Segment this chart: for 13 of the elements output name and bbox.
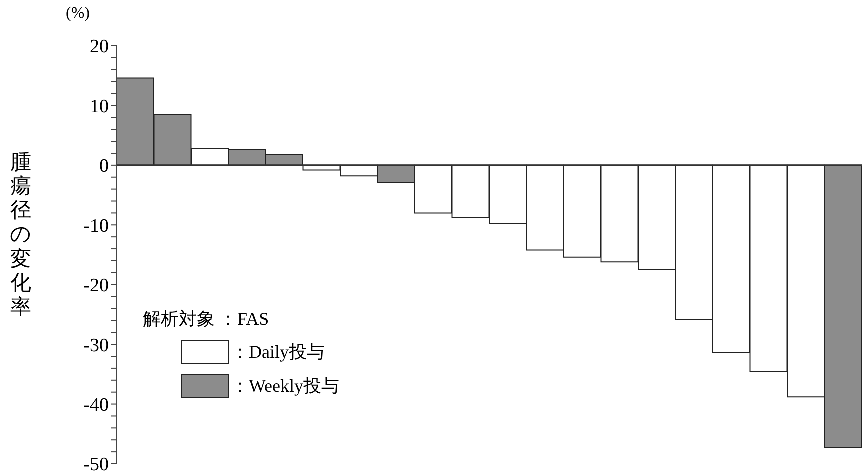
y-tick-label: -30 xyxy=(84,335,109,356)
legend-label: ：Weekly投与 xyxy=(231,375,340,398)
y-tick-label: 10 xyxy=(90,96,109,118)
y-tick-label: 0 xyxy=(100,156,109,178)
y-tick-label: -50 xyxy=(84,454,109,473)
y-tick-label: -10 xyxy=(84,216,109,237)
legend-label: ：Daily投与 xyxy=(231,341,325,364)
y-tick-label: -20 xyxy=(84,276,109,297)
y-tick-label: 20 xyxy=(90,36,109,58)
text: (%) xyxy=(66,5,90,23)
y-axis-title: 腫瘍径の変化率 xyxy=(10,150,32,319)
legend-title: 解析対象 ：FAS xyxy=(143,309,270,329)
y-tick-label: -40 xyxy=(84,395,109,416)
